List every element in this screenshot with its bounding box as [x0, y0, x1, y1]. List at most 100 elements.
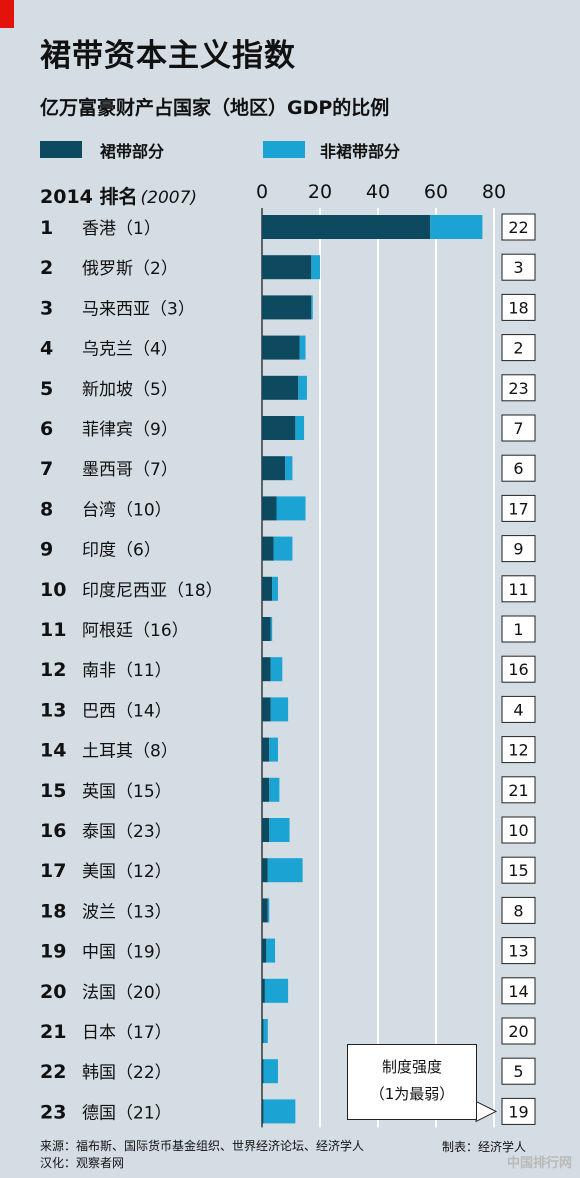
row-label: 阿根廷（16）: [82, 621, 189, 641]
row-label: 韩国（22）: [82, 1063, 172, 1083]
x-tick-label: 40: [366, 181, 390, 203]
institution-value: 4: [513, 700, 523, 719]
source-text: 来源：福布斯、国际货币基金组织、世界经济论坛、经济学人: [40, 1139, 365, 1153]
institution-box: [501, 535, 536, 563]
rank-header-prev: (2007): [140, 188, 198, 208]
bar-non-crony: [273, 536, 293, 561]
institution-box: [501, 1017, 536, 1045]
row-rank: 8: [40, 498, 53, 520]
institution-value: 20: [508, 1022, 528, 1041]
callout-line2: （1为最弱）: [369, 1085, 455, 1103]
institution-box: [501, 977, 536, 1005]
bar-crony: [262, 777, 270, 802]
x-tick-label: 0: [256, 181, 268, 203]
row-rank: 14: [40, 740, 66, 762]
bar-crony: [262, 818, 270, 842]
row-label: 台湾（10）: [82, 500, 172, 520]
legend-label-crony: 裙带部分: [100, 142, 165, 161]
institution-value: 16: [508, 660, 528, 679]
institution-value: 2: [513, 339, 523, 358]
institution-value: 3: [513, 258, 523, 277]
row-rank: 3: [40, 297, 53, 319]
institution-box: [501, 695, 536, 723]
bar-non-crony: [298, 375, 307, 400]
bar-non-crony: [263, 1099, 296, 1124]
institution-value: 11: [508, 580, 528, 599]
row-rank: 15: [40, 780, 66, 802]
footer-source: 来源：福布斯、国际货币基金组织、世界经济论坛、经济学人 汉化：观察者网: [40, 1138, 364, 1172]
bar-crony: [262, 456, 286, 481]
bar-non-crony: [285, 456, 293, 481]
row-rank: 2: [40, 257, 53, 279]
bar-non-crony: [295, 416, 305, 440]
legend-swatch-crony: [40, 141, 82, 158]
bar-non-crony: [270, 617, 273, 641]
bar-crony: [262, 617, 271, 641]
bar-crony: [262, 255, 312, 280]
row-label: 墨西哥（7）: [82, 460, 178, 480]
chart-subtitle: 亿万富豪财产占国家（地区）GDP的比例: [40, 97, 390, 119]
row-label: 泰国（23）: [82, 822, 172, 842]
row-rank: 19: [40, 941, 66, 963]
chart-title: 裙带资本主义指数: [40, 38, 296, 74]
bar-crony: [262, 295, 312, 320]
institution-value: 12: [508, 741, 528, 760]
institution-value: 13: [508, 942, 528, 961]
bar-non-crony: [263, 1019, 268, 1043]
institution-value: 22: [508, 218, 528, 237]
institution-box: [501, 253, 536, 281]
row-rank: 5: [40, 378, 53, 400]
bar-non-crony: [264, 978, 289, 1003]
bar-non-crony: [430, 215, 483, 239]
legend-swatch-non-crony: [263, 141, 305, 158]
bar-crony: [262, 1099, 264, 1124]
institution-value: 18: [508, 298, 528, 317]
bar-non-crony: [266, 938, 276, 963]
row-rank: 17: [40, 860, 66, 882]
institution-value: 23: [508, 379, 528, 398]
institution-box: [501, 816, 536, 844]
row-rank: 18: [40, 900, 66, 922]
bar-non-crony: [272, 576, 278, 601]
row-rank: 1: [40, 217, 53, 239]
row-rank: 23: [40, 1101, 66, 1123]
row-label: 法国（20）: [82, 983, 172, 1003]
institution-value: 6: [513, 459, 523, 478]
bar-non-crony: [267, 898, 270, 923]
institution-box: [501, 213, 536, 241]
institution-box: [501, 414, 536, 442]
bar-crony: [262, 215, 431, 239]
bar-crony: [262, 416, 296, 440]
institution-value: 8: [513, 901, 523, 920]
institution-box: [501, 1057, 536, 1085]
bar-crony: [262, 858, 268, 883]
bar-non-crony: [263, 1059, 278, 1084]
row-label: 俄罗斯（2）: [82, 259, 178, 279]
row-rank: 6: [40, 418, 53, 440]
bar-non-crony: [269, 777, 280, 802]
institution-value: 1: [513, 620, 523, 639]
institution-box: [501, 1097, 536, 1125]
x-tick-label: 60: [424, 181, 448, 203]
row-label: 菲律宾（9）: [82, 420, 178, 440]
bar-non-crony: [269, 818, 290, 842]
institution-value: 7: [513, 419, 523, 438]
institution-box: [501, 575, 536, 603]
row-label: 印度（6）: [82, 541, 161, 561]
row-label: 乌克兰（4）: [82, 340, 178, 360]
institution-box: [501, 655, 536, 683]
row-label: 印度尼西亚（18）: [82, 581, 223, 601]
institution-value: 9: [513, 540, 523, 559]
bar-crony: [262, 1059, 264, 1084]
bar-crony: [262, 697, 271, 722]
row-rank: 4: [40, 338, 53, 360]
row-rank: 20: [40, 981, 66, 1003]
row-label: 中国（19）: [82, 943, 172, 963]
row-label: 马来西亚（3）: [82, 299, 195, 319]
bar-crony: [262, 898, 268, 923]
rank-header: 2014 排名 (2007): [40, 182, 197, 209]
institution-box: [501, 334, 536, 362]
row-label: 南非（11）: [82, 661, 172, 681]
callout-line1: 制度强度: [381, 1058, 442, 1076]
row-label: 香港（1）: [82, 219, 161, 239]
